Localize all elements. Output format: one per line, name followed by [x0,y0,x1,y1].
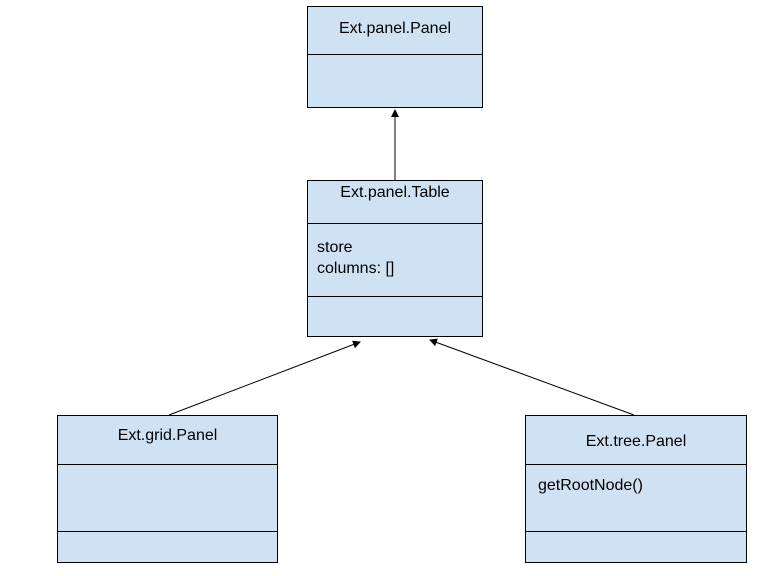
arrow-grid-to-table [168,340,361,416]
class-divider [308,223,482,224]
class-name-table: Ext.panel.Table [340,184,450,201]
class-divider [526,531,746,532]
class-divider [308,54,482,55]
class-name-panel: Ext.panel.Panel [338,20,452,37]
method-get-root-node: getRootNode() [538,477,643,494]
class-divider [308,296,482,297]
class-box-panel: Ext.panel.Panel [307,6,483,108]
class-name-grid: Ext.grid.Panel [117,427,218,444]
class-name-tree: Ext.tree.Panel [585,433,687,450]
class-divider [58,531,277,532]
attribute-store: store [317,239,353,256]
class-divider [526,464,746,465]
class-box-grid: Ext.grid.Panel [57,415,278,563]
arrow-tree-to-table [429,338,635,416]
class-divider [58,464,277,465]
class-box-tree: Ext.tree.Panel getRootNode() [525,415,747,563]
attribute-columns: columns: [] [317,260,395,277]
class-box-table: Ext.panel.Table store columns: [] [307,180,483,337]
